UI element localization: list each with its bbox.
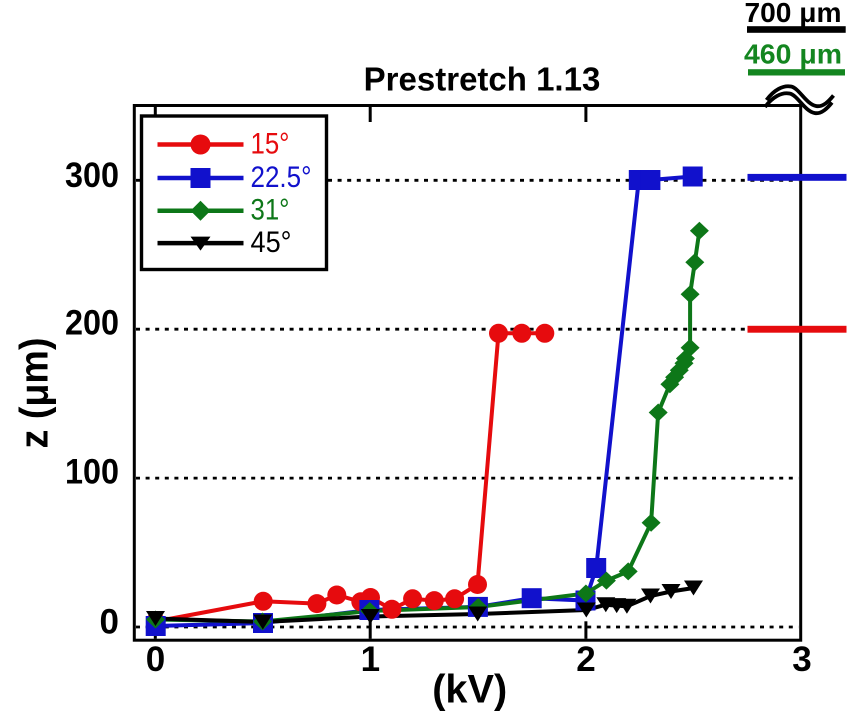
- svg-text:460 μm: 460 μm: [744, 38, 842, 69]
- svg-text:1: 1: [361, 640, 380, 679]
- svg-text:300: 300: [65, 156, 119, 195]
- svg-text:Prestretch 1.13: Prestretch 1.13: [364, 61, 601, 98]
- svg-text:700 μm: 700 μm: [745, 0, 842, 28]
- svg-text:45°: 45°: [251, 226, 292, 259]
- svg-text:0: 0: [100, 603, 119, 642]
- svg-text:(kV): (kV): [432, 667, 507, 711]
- svg-text:0: 0: [146, 640, 165, 679]
- svg-text:15°: 15°: [251, 127, 290, 160]
- svg-text:200: 200: [65, 303, 119, 342]
- svg-text:2: 2: [576, 640, 595, 679]
- svg-text:z (μm): z (μm): [13, 338, 57, 449]
- svg-text:31°: 31°: [251, 194, 290, 227]
- svg-text:3: 3: [792, 640, 811, 679]
- svg-text:100: 100: [65, 452, 119, 491]
- svg-text:22.5°: 22.5°: [251, 161, 312, 194]
